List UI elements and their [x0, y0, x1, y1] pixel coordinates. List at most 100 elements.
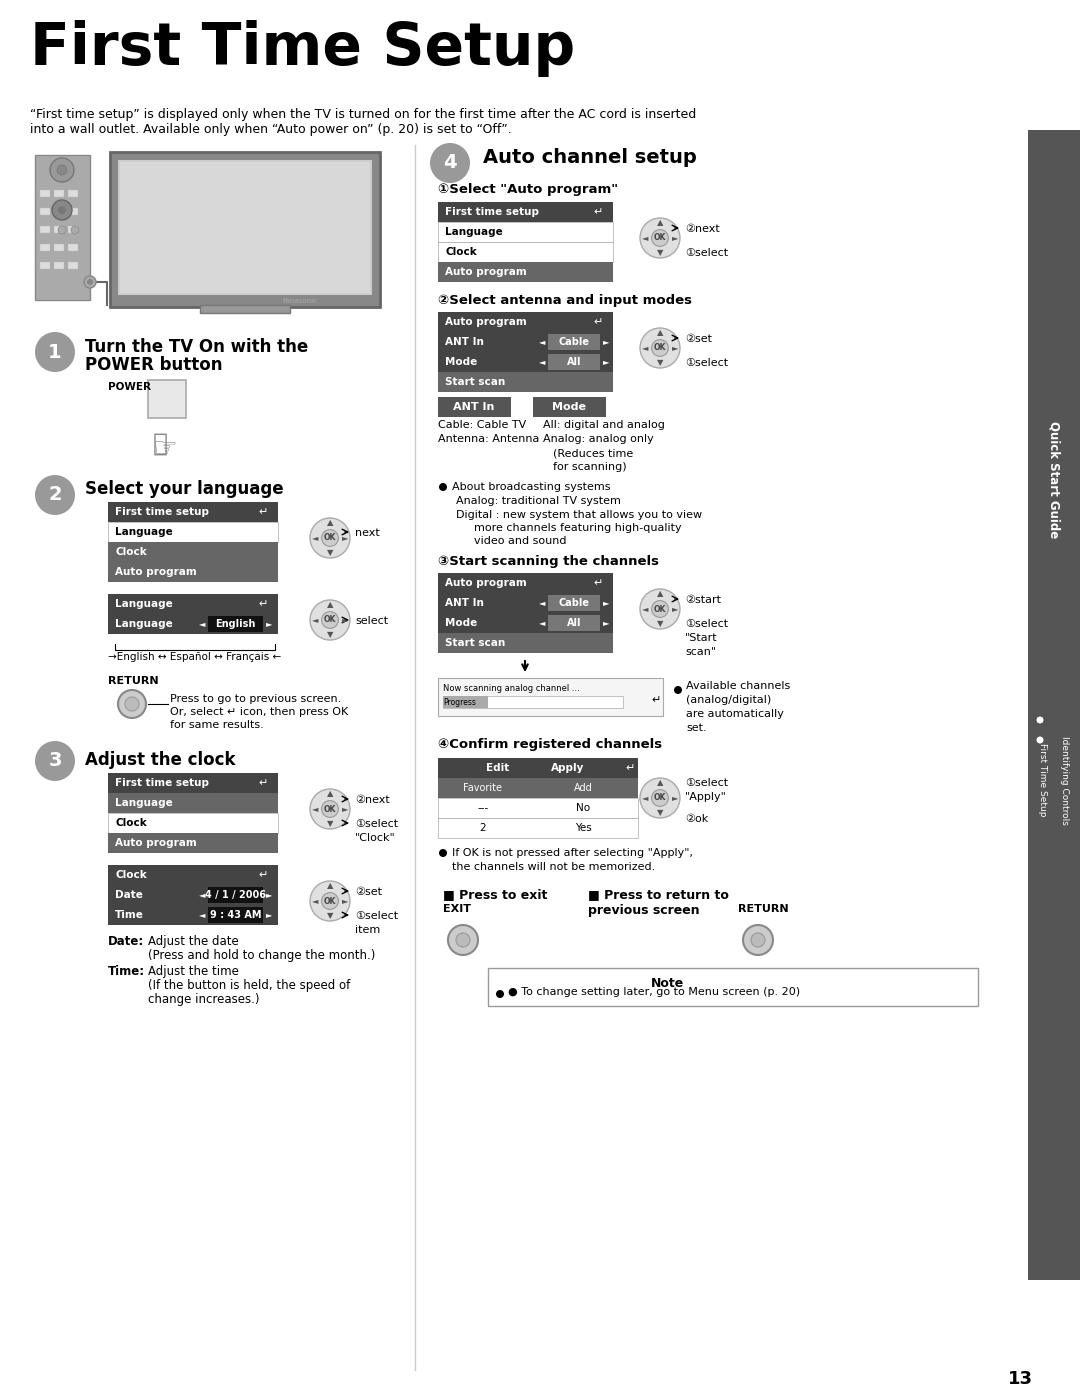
- Text: ▼: ▼: [657, 249, 663, 257]
- Text: 2: 2: [480, 823, 486, 833]
- Text: ▼: ▼: [327, 549, 334, 557]
- Text: Press to go to previous screen.: Press to go to previous screen.: [170, 694, 341, 704]
- Text: "Clock": "Clock": [355, 833, 395, 842]
- Text: →English ↔ Español ↔ Français ←: →English ↔ Español ↔ Français ←: [108, 652, 282, 662]
- Bar: [68, 190, 78, 197]
- Bar: [438, 592, 613, 613]
- Text: RETURN: RETURN: [108, 676, 159, 686]
- Text: ↵: ↵: [258, 778, 268, 788]
- Text: Turn the TV On with the: Turn the TV On with the: [85, 338, 308, 356]
- Text: ◄: ◄: [199, 911, 205, 919]
- Text: POWER button: POWER button: [85, 356, 222, 374]
- Bar: [488, 968, 978, 1006]
- Bar: [438, 352, 613, 372]
- Text: Cable: Cable: [558, 337, 590, 346]
- Bar: [208, 616, 264, 631]
- Text: ↵: ↵: [258, 599, 268, 609]
- Bar: [438, 203, 613, 222]
- Text: Auto program: Auto program: [445, 267, 527, 277]
- Text: "Apply": "Apply": [685, 792, 727, 802]
- Text: ▲: ▲: [327, 518, 334, 528]
- Text: English: English: [215, 619, 256, 629]
- Text: Favorite: Favorite: [463, 782, 502, 793]
- Text: video and sound: video and sound: [474, 536, 567, 546]
- Text: 9 : 43 AM: 9 : 43 AM: [210, 909, 261, 921]
- Circle shape: [35, 332, 75, 372]
- Text: ↵: ↵: [594, 317, 603, 327]
- Text: ②Select antenna and input modes: ②Select antenna and input modes: [438, 293, 692, 307]
- Bar: [108, 813, 278, 833]
- Text: (If the button is held, the speed of: (If the button is held, the speed of: [148, 979, 350, 992]
- Bar: [108, 905, 278, 925]
- Text: Quick Start Guide: Quick Start Guide: [1048, 422, 1061, 539]
- Circle shape: [35, 475, 75, 515]
- Text: the channels will not be memorized.: the channels will not be memorized.: [453, 862, 656, 872]
- Text: ►: ►: [341, 534, 348, 542]
- Circle shape: [651, 229, 669, 246]
- Bar: [108, 594, 278, 615]
- Text: Progress: Progress: [443, 698, 476, 707]
- Circle shape: [310, 599, 350, 640]
- Circle shape: [58, 205, 66, 214]
- Circle shape: [71, 226, 79, 235]
- Text: ►: ►: [603, 598, 609, 608]
- Bar: [118, 161, 372, 295]
- Text: Identifying Controls: Identifying Controls: [1061, 736, 1069, 824]
- Bar: [68, 208, 78, 215]
- Bar: [54, 190, 64, 197]
- Bar: [40, 244, 50, 251]
- Text: Select your language: Select your language: [85, 481, 284, 497]
- Text: ②set: ②set: [685, 334, 712, 344]
- Text: First time setup: First time setup: [445, 207, 539, 217]
- Bar: [208, 887, 264, 902]
- Text: Clock: Clock: [114, 819, 147, 828]
- Text: Analog: analog only: Analog: analog only: [543, 434, 653, 444]
- Text: for scanning): for scanning): [553, 462, 626, 472]
- Text: ■ Press to return to: ■ Press to return to: [588, 888, 729, 901]
- Text: ►: ►: [341, 616, 348, 624]
- Text: ▲: ▲: [657, 590, 663, 598]
- Text: select: select: [355, 616, 388, 626]
- Text: Language: Language: [114, 798, 173, 807]
- Text: ①select: ①select: [355, 911, 399, 921]
- Text: ANT In: ANT In: [445, 598, 484, 608]
- Bar: [438, 263, 613, 282]
- Text: Mode: Mode: [552, 402, 586, 412]
- Bar: [54, 244, 64, 251]
- Text: Auto program: Auto program: [445, 578, 527, 588]
- Text: ②ok: ②ok: [685, 814, 708, 824]
- Text: Adjust the date: Adjust the date: [148, 935, 239, 949]
- Text: No: No: [576, 803, 590, 813]
- Text: Clock: Clock: [114, 548, 147, 557]
- Circle shape: [640, 590, 680, 629]
- Bar: [443, 696, 623, 708]
- Circle shape: [84, 277, 96, 288]
- Text: ①Select "Auto program": ①Select "Auto program": [438, 183, 618, 196]
- Text: previous screen: previous screen: [588, 904, 700, 916]
- Text: Start scan: Start scan: [445, 638, 505, 648]
- Text: 1: 1: [49, 342, 62, 362]
- Text: for same results.: for same results.: [170, 719, 264, 731]
- Text: Digital : new system that allows you to view: Digital : new system that allows you to …: [456, 510, 702, 520]
- Text: All: All: [567, 617, 581, 629]
- Text: ►: ►: [603, 358, 609, 366]
- Circle shape: [50, 158, 75, 182]
- Text: ↵: ↵: [625, 763, 635, 773]
- Text: ↵: ↵: [651, 694, 661, 705]
- Text: EXIT: EXIT: [443, 904, 471, 914]
- Text: ↵: ↵: [594, 578, 603, 588]
- Text: Language: Language: [445, 226, 503, 237]
- Text: First Time Setup: First Time Setup: [1039, 743, 1048, 817]
- Bar: [108, 833, 278, 854]
- Circle shape: [651, 789, 669, 806]
- Bar: [108, 615, 278, 634]
- Bar: [438, 372, 613, 393]
- Text: Or, select ↵ icon, then press OK: Or, select ↵ icon, then press OK: [170, 707, 348, 717]
- Circle shape: [58, 226, 66, 235]
- Text: RETURN: RETURN: [738, 904, 788, 914]
- Text: ◄: ◄: [312, 616, 319, 624]
- Bar: [438, 819, 638, 838]
- Text: ②next: ②next: [355, 795, 390, 805]
- Bar: [438, 778, 638, 798]
- Circle shape: [496, 990, 504, 997]
